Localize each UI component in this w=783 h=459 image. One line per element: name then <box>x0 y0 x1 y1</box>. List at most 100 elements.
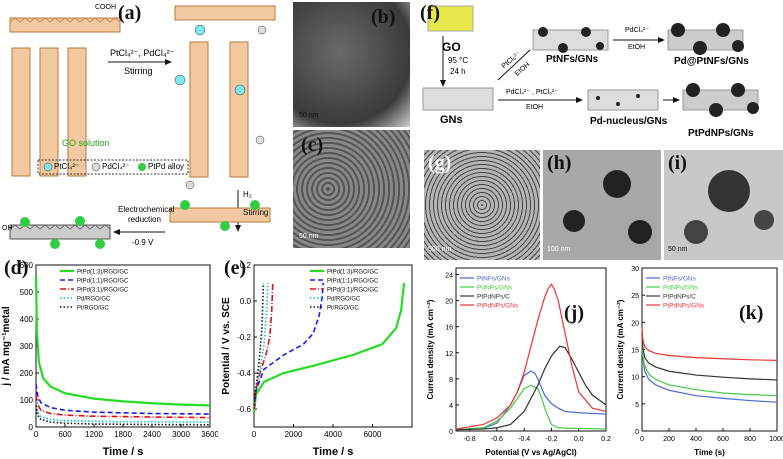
reagent-pdcl4: PdCl₄²⁻ <box>625 27 650 34</box>
pd-nucleus-sheet <box>587 89 659 111</box>
legend-label: Pt/RGO/GC <box>77 306 109 312</box>
chart-e: 0 2000 4000 6000 -0.6 -0.4 -0.2 0.0 0.2 Time / s P… <box>220 255 420 459</box>
cond-time: 24 h <box>450 67 466 76</box>
legend-ptpd: PtPd alloy <box>148 162 185 171</box>
y-tick-label: 10 <box>631 375 639 382</box>
scale-g: 500 nm <box>428 246 452 253</box>
label-e: (e) <box>224 257 247 279</box>
y-tick-label: 0.0 <box>240 297 252 306</box>
legend-label: PtPd(1:3)/RGO/GC <box>327 270 379 276</box>
x-tick-label: 0.2 <box>601 436 611 443</box>
legend-label: PtPd(3:1)/RGO/GC <box>77 288 129 294</box>
x-tick-label: 600 <box>58 430 72 439</box>
step3-line1: Electrochemical <box>118 205 175 214</box>
label-k: (k) <box>739 302 764 324</box>
chart-d-svg: 0 600 1200 1800 2400 3000 3600 0 100 200 300 400 500… <box>1 261 218 458</box>
oh-group: OH <box>2 225 13 232</box>
scale-h: 100 nm <box>547 246 571 253</box>
y-tick-label: 25 <box>631 293 639 300</box>
graphene-oxide-stack-left <box>11 47 87 177</box>
x-axis-label: Time / s <box>313 446 354 458</box>
y-tick-label: 5 <box>635 402 639 409</box>
x-tick-label: -0.2 <box>545 436 557 443</box>
series-line <box>253 282 324 410</box>
x-tick-label: 2400 <box>143 430 161 439</box>
legend-ptcl: PtCl₄²⁻ <box>54 162 80 171</box>
x-tick-label: 0 <box>640 436 644 443</box>
series-line <box>252 282 406 413</box>
y-tick-label: -0.2 <box>237 333 251 342</box>
pd-ptnfs-label: Pd@PtNFs/GNs <box>674 56 749 67</box>
y-tick-label: 15 <box>631 348 639 355</box>
step1-reagents: PtCl₄²⁻, PdCl₄²⁻ <box>110 48 175 58</box>
y-axis-label: Potential / V vs. SCE <box>221 297 232 395</box>
chart-k: 0 200 400 600 800 1000 0 5 10 15 20 25 30 Time (s) Cur… <box>614 262 783 459</box>
ptnfs-label: PtNFs/GNs <box>546 54 599 65</box>
legend-label: PtPd(1:1)/RGO/GC <box>327 279 379 285</box>
x-tick-label: 0 <box>34 430 39 439</box>
chart-e-svg: 0 2000 4000 6000 -0.6 -0.4 -0.2 0.0 0.2 Time / s P… <box>221 261 413 458</box>
solvent-2: EtOH <box>628 44 646 51</box>
legend-label: PtNFs/GNs <box>663 276 697 283</box>
legend-label: PdNPs/GNs <box>477 285 513 292</box>
legend-label: PtPdNPs/C <box>477 294 510 301</box>
x-tick-label: 200 <box>663 436 675 443</box>
label-a: (a) <box>118 2 142 24</box>
tem-image-c: (c) 50 nm <box>293 130 410 248</box>
y-tick-label: 0 <box>449 429 453 436</box>
x-tick-label: 400 <box>690 436 702 443</box>
pdcl-legend-icon <box>91 162 101 172</box>
legend-label: Pt/RGO/GC <box>327 306 359 312</box>
legend-label: PdNPs/GNs <box>663 285 699 292</box>
series-line <box>35 383 211 415</box>
plot-frame <box>455 267 607 432</box>
y-tick-label: 300 <box>20 342 34 351</box>
x-tick-label: -0.6 <box>491 436 503 443</box>
series-line <box>253 282 265 406</box>
series-line <box>253 282 274 410</box>
series-line <box>455 384 607 431</box>
label-g: (g) <box>428 152 452 174</box>
legend-label: PtPdNPs/GNs <box>477 303 519 310</box>
series-line <box>455 345 607 431</box>
x-tick-label: 6000 <box>364 430 382 439</box>
step2-reagent: H₂ <box>243 190 252 199</box>
graphene-oxide-stack-right <box>174 5 276 178</box>
ions-scatter <box>174 24 267 190</box>
y-tick-label: 100 <box>20 396 34 405</box>
tem-image-g: (g) 500 nm <box>424 150 540 260</box>
x-tick-label: 1800 <box>114 430 132 439</box>
legend-label: PtPd(1:1)/RGO/GC <box>77 279 129 285</box>
label-c: (c) <box>301 134 324 156</box>
scale-i: 50 nm <box>668 246 688 253</box>
chart-j: -0.8 -0.6 -0.4 -0.2 0.0 0.2 0 4 8 12 16 20 24 Potenti… <box>424 262 614 459</box>
gns-sheet <box>422 87 494 111</box>
y-tick-label: 20 <box>631 320 639 327</box>
y-axis-label: Current density (mA cm⁻²) <box>426 299 435 399</box>
cond-temp: 95 °C <box>448 56 469 65</box>
ptpdnps-label: PtPdNPs/GNs <box>688 128 754 139</box>
series-line <box>35 405 211 426</box>
y-axis-label: j / mA mg⁻¹metal <box>1 306 12 387</box>
tem-image-h: (h) 100 nm <box>543 150 661 260</box>
panel-a-schematic: (a) PtCl₄²⁻, PdCl₄²⁻ Stirring GO solutio… <box>0 0 285 255</box>
plot-frame <box>253 264 413 428</box>
y-tick-label: 0 <box>635 429 639 436</box>
x-tick-label: 4000 <box>324 430 342 439</box>
y-tick-label: 20 <box>445 299 453 306</box>
y-tick-label: 600 <box>20 261 34 270</box>
series-line <box>641 327 778 361</box>
x-tick-label: 0 <box>252 430 257 439</box>
y-tick-label: 16 <box>445 325 453 332</box>
x-axis-label: Potential (V vs Ag/AgCl) <box>485 448 577 457</box>
x-tick-label: 2000 <box>285 430 303 439</box>
x-tick-label: 3000 <box>172 430 190 439</box>
legend-box <box>37 159 189 175</box>
x-axis-label: Time / s <box>103 446 144 458</box>
x-tick-label: 1000 <box>769 436 783 443</box>
panel-f-schematic: (f) GO 95 °C 24 h GNs PtCl₆²⁻ EtOH PtNFs… <box>418 0 783 150</box>
y-tick-label: 8 <box>449 377 453 384</box>
cooh-group: COOH <box>95 4 116 11</box>
legend-label: PtNFs/GNs <box>477 276 511 283</box>
label-d: (d) <box>4 257 29 279</box>
